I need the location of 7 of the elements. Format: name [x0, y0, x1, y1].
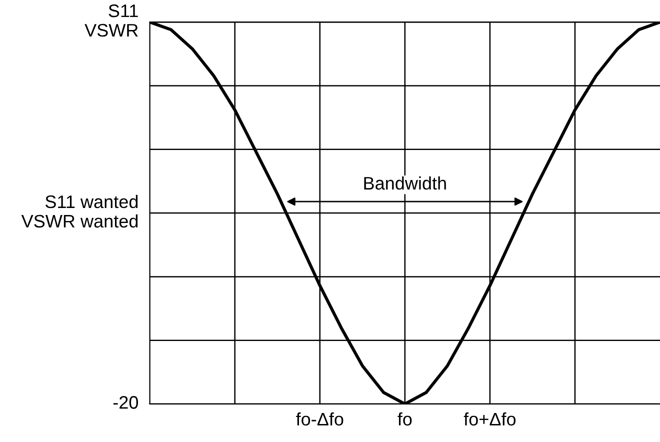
annotation: Bandwidth — [364, 176, 446, 190]
text: S11 wanted VSWR wanted — [21, 194, 138, 228]
x-tick-label: fo+Δfo — [464, 412, 516, 426]
text: -20 — [113, 396, 138, 409]
x-tick-label: fo — [398, 412, 412, 426]
x-tick-label: fo-Δfo — [296, 412, 344, 426]
text: S11 VSWR — [84, 4, 138, 37]
